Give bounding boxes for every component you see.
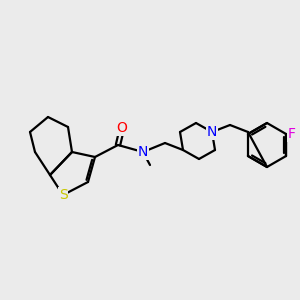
Text: O: O: [117, 121, 128, 135]
Text: S: S: [58, 188, 68, 202]
Text: N: N: [138, 145, 148, 159]
Text: F: F: [288, 127, 296, 141]
Text: N: N: [207, 125, 217, 139]
